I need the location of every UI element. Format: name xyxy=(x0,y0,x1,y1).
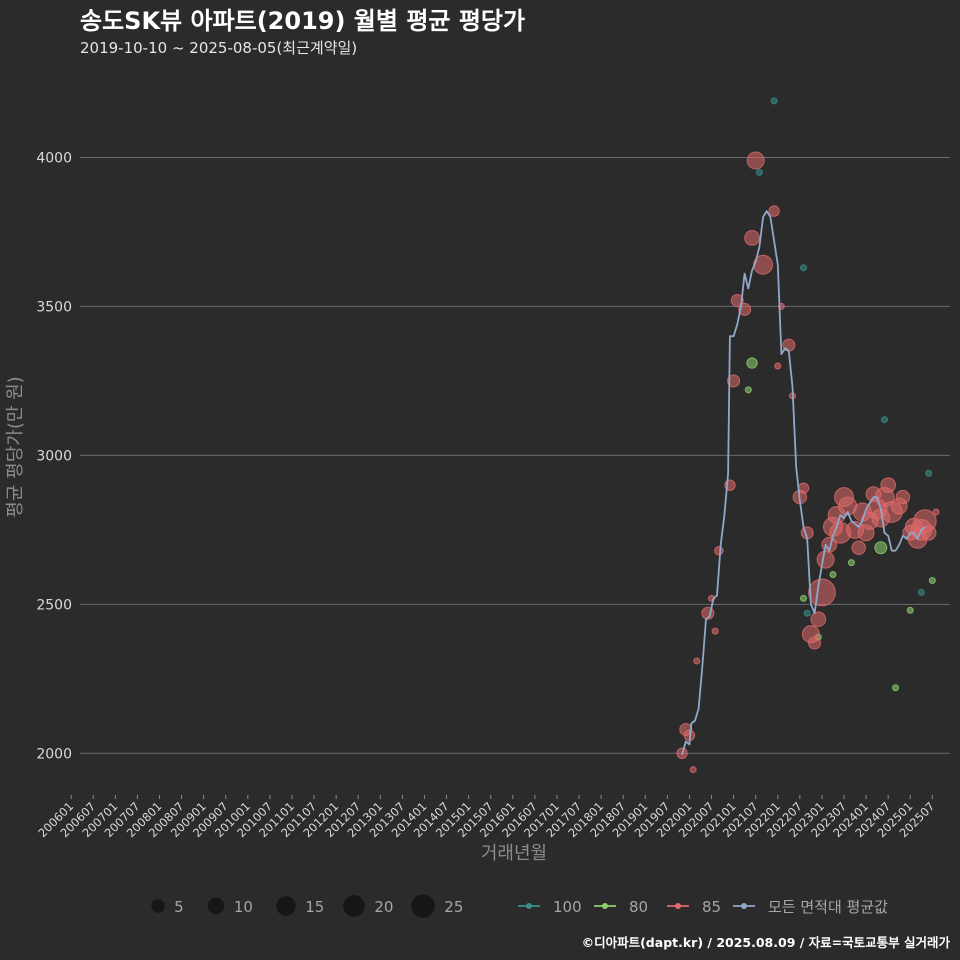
point-100 xyxy=(803,609,811,617)
point-85 xyxy=(774,362,782,370)
point-85 xyxy=(730,293,744,307)
point-85 xyxy=(810,611,827,628)
chart-subtitle: 2019-10-10 ~ 2025-08-05(최근계약일) xyxy=(80,39,357,57)
point-80 xyxy=(746,357,758,369)
data-points xyxy=(676,97,940,774)
y-tick-label: 3500 xyxy=(36,299,72,315)
legend-dot-key xyxy=(526,903,532,909)
point-85 xyxy=(808,636,822,650)
point-85 xyxy=(808,578,836,607)
point-85 xyxy=(689,766,697,774)
legend-series-label: 모든 면적대 평균값 xyxy=(768,898,888,916)
legend: 5 10 15 20 25 100 80 85 모든 면적대 평균값 xyxy=(151,894,888,918)
point-100 xyxy=(755,168,763,176)
legend-size-label: 15 xyxy=(305,898,324,916)
point-80 xyxy=(829,571,837,579)
legend-size-label: 10 xyxy=(234,898,253,916)
point-85 xyxy=(851,540,866,555)
point-100 xyxy=(800,264,808,272)
y-tick-label: 2000 xyxy=(36,746,72,762)
legend-dot-key xyxy=(602,903,608,909)
legend-size-label: 25 xyxy=(444,898,463,916)
average-line xyxy=(681,210,926,756)
point-80 xyxy=(892,684,900,692)
y-tick-label: 3000 xyxy=(36,448,72,464)
point-85 xyxy=(693,657,701,665)
legend-size-label: 5 xyxy=(174,898,184,916)
point-80 xyxy=(800,594,808,602)
average-line-layer xyxy=(681,210,926,756)
point-80 xyxy=(744,386,752,394)
point-85 xyxy=(895,489,911,505)
chart-title: 송도SK뷰 아파트(2019) 월별 평균 평당가 xyxy=(80,7,525,35)
y-tick-label: 2500 xyxy=(36,597,72,613)
point-100 xyxy=(770,97,778,105)
legend-series-label: 100 xyxy=(553,898,582,916)
point-100 xyxy=(917,588,925,596)
point-85 xyxy=(714,545,724,556)
point-100 xyxy=(925,469,933,477)
legend-series-label: 80 xyxy=(629,898,648,916)
legend-size-key xyxy=(343,895,365,917)
legend-dot-key xyxy=(741,903,747,909)
point-100 xyxy=(881,416,889,424)
point-85 xyxy=(932,508,940,516)
point-80 xyxy=(906,606,914,614)
point-80 xyxy=(874,541,888,555)
point-85 xyxy=(746,151,765,170)
x-axis-title: 거래년월 xyxy=(481,843,547,864)
legend-dot-key xyxy=(675,903,681,909)
x-tick-labels: 2006012006072007012007072008012008072009… xyxy=(35,795,937,840)
legend-series-label: 85 xyxy=(702,898,721,916)
point-85 xyxy=(711,627,719,635)
y-axis-title: 평균 평당가(만 원) xyxy=(5,376,26,517)
legend-size-key xyxy=(276,896,296,916)
point-85 xyxy=(744,230,760,246)
point-80 xyxy=(847,559,855,567)
y-tick-labels: 2000 2500 3000 3500 4000 xyxy=(36,150,72,762)
point-85 xyxy=(797,482,810,494)
legend-size-key xyxy=(207,897,225,915)
point-85 xyxy=(880,477,897,494)
legend-size-label: 20 xyxy=(374,898,393,916)
legend-size-key xyxy=(151,899,165,913)
y-tick-label: 4000 xyxy=(36,150,72,166)
point-85 xyxy=(768,205,780,217)
legend-size-key xyxy=(411,894,435,918)
chart-caption: ©디아파트(dapt.kr) / 2025.08.09 / 자료=국토교통부 실… xyxy=(582,935,951,950)
point-85 xyxy=(727,374,741,388)
grid-layer xyxy=(80,156,950,754)
point-85 xyxy=(920,524,937,541)
point-85 xyxy=(816,550,835,569)
point-80 xyxy=(928,577,936,584)
